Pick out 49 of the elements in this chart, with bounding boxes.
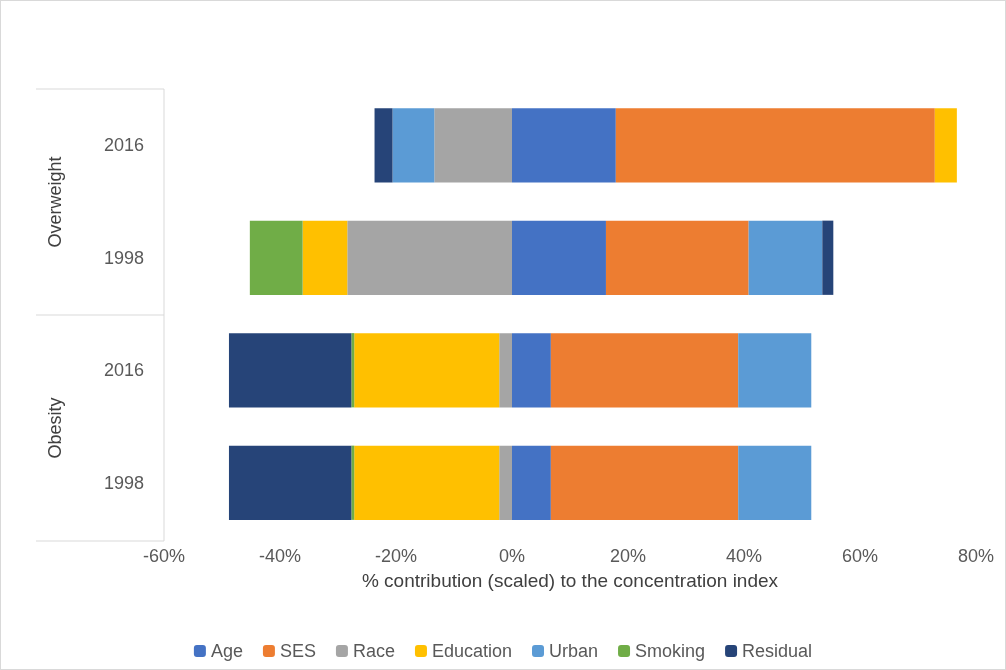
x-axis-title: % contribution (scaled) to the concentration index xyxy=(361,570,779,591)
bar xyxy=(550,333,739,408)
bar xyxy=(550,445,739,520)
x-tick-label: 40% xyxy=(725,546,763,566)
x-tick-label: 0% xyxy=(498,546,526,566)
bar xyxy=(499,445,512,520)
bar xyxy=(738,445,812,520)
bar xyxy=(512,220,606,295)
text: Overweight xyxy=(45,156,65,248)
y-tick-label: 1998 xyxy=(103,472,144,493)
legend-label: Age xyxy=(210,641,243,661)
bar xyxy=(605,220,749,295)
bar xyxy=(249,220,303,295)
bar xyxy=(354,445,500,520)
x-tick-label: 20% xyxy=(609,546,647,566)
bar xyxy=(374,108,393,183)
bar xyxy=(499,333,512,408)
bar xyxy=(738,333,812,408)
bar xyxy=(434,108,512,183)
bar xyxy=(392,108,435,183)
legend-label: Residual xyxy=(742,641,813,661)
bar xyxy=(302,220,348,295)
legend-label: SES xyxy=(279,641,316,661)
bar xyxy=(615,108,935,183)
y-tick-label: 1998 xyxy=(103,247,144,268)
text: Obesity xyxy=(45,397,65,459)
bar xyxy=(512,108,616,183)
bar xyxy=(822,220,834,295)
legend-label: Smoking xyxy=(635,641,706,661)
legend-label: Race xyxy=(352,641,395,661)
bar xyxy=(512,445,551,520)
bar xyxy=(354,333,500,408)
x-tick-label: 60% xyxy=(841,546,879,566)
bar xyxy=(351,445,355,520)
x-tick-label: -60% xyxy=(142,546,186,566)
legend-label: Urban xyxy=(549,641,599,661)
x-tick-label: -20% xyxy=(374,546,418,566)
legend-label: Education xyxy=(431,641,513,661)
x-tick-label: -40% xyxy=(258,546,302,566)
y-tick-label: 2016 xyxy=(103,135,144,156)
bar xyxy=(228,333,352,408)
bar xyxy=(347,220,512,295)
bar xyxy=(748,220,823,295)
bar xyxy=(351,333,355,408)
bar xyxy=(934,108,957,183)
y-tick-label: 2016 xyxy=(103,360,144,381)
bar xyxy=(228,445,352,520)
x-tick-label: 80% xyxy=(957,546,995,566)
bar xyxy=(512,333,551,408)
